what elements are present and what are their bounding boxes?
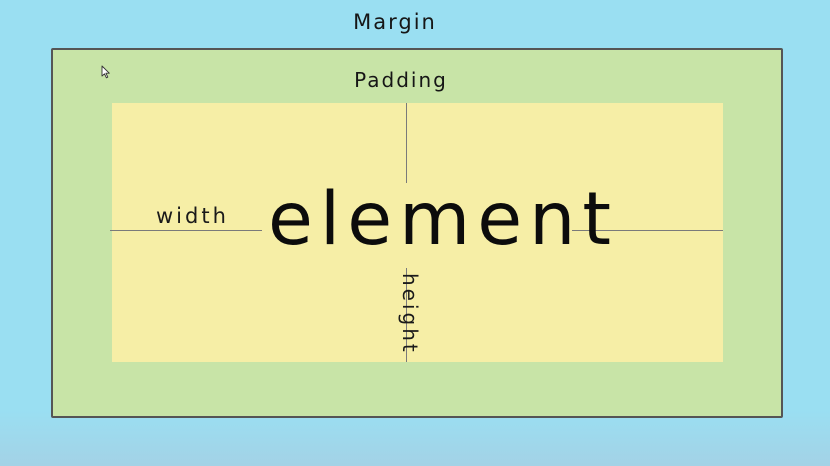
content-area (112, 103, 723, 362)
element-label: element (268, 177, 619, 262)
width-guide-line-right (572, 230, 723, 231)
width-guide-line-left (110, 230, 262, 231)
width-label: width (156, 204, 229, 228)
mouse-pointer-icon (101, 65, 110, 79)
height-label: height (398, 273, 422, 355)
height-guide-line-top (406, 103, 407, 183)
height-guide-line-bottom (406, 268, 407, 362)
margin-label: Margin (353, 10, 437, 34)
padding-label: Padding (354, 68, 448, 92)
